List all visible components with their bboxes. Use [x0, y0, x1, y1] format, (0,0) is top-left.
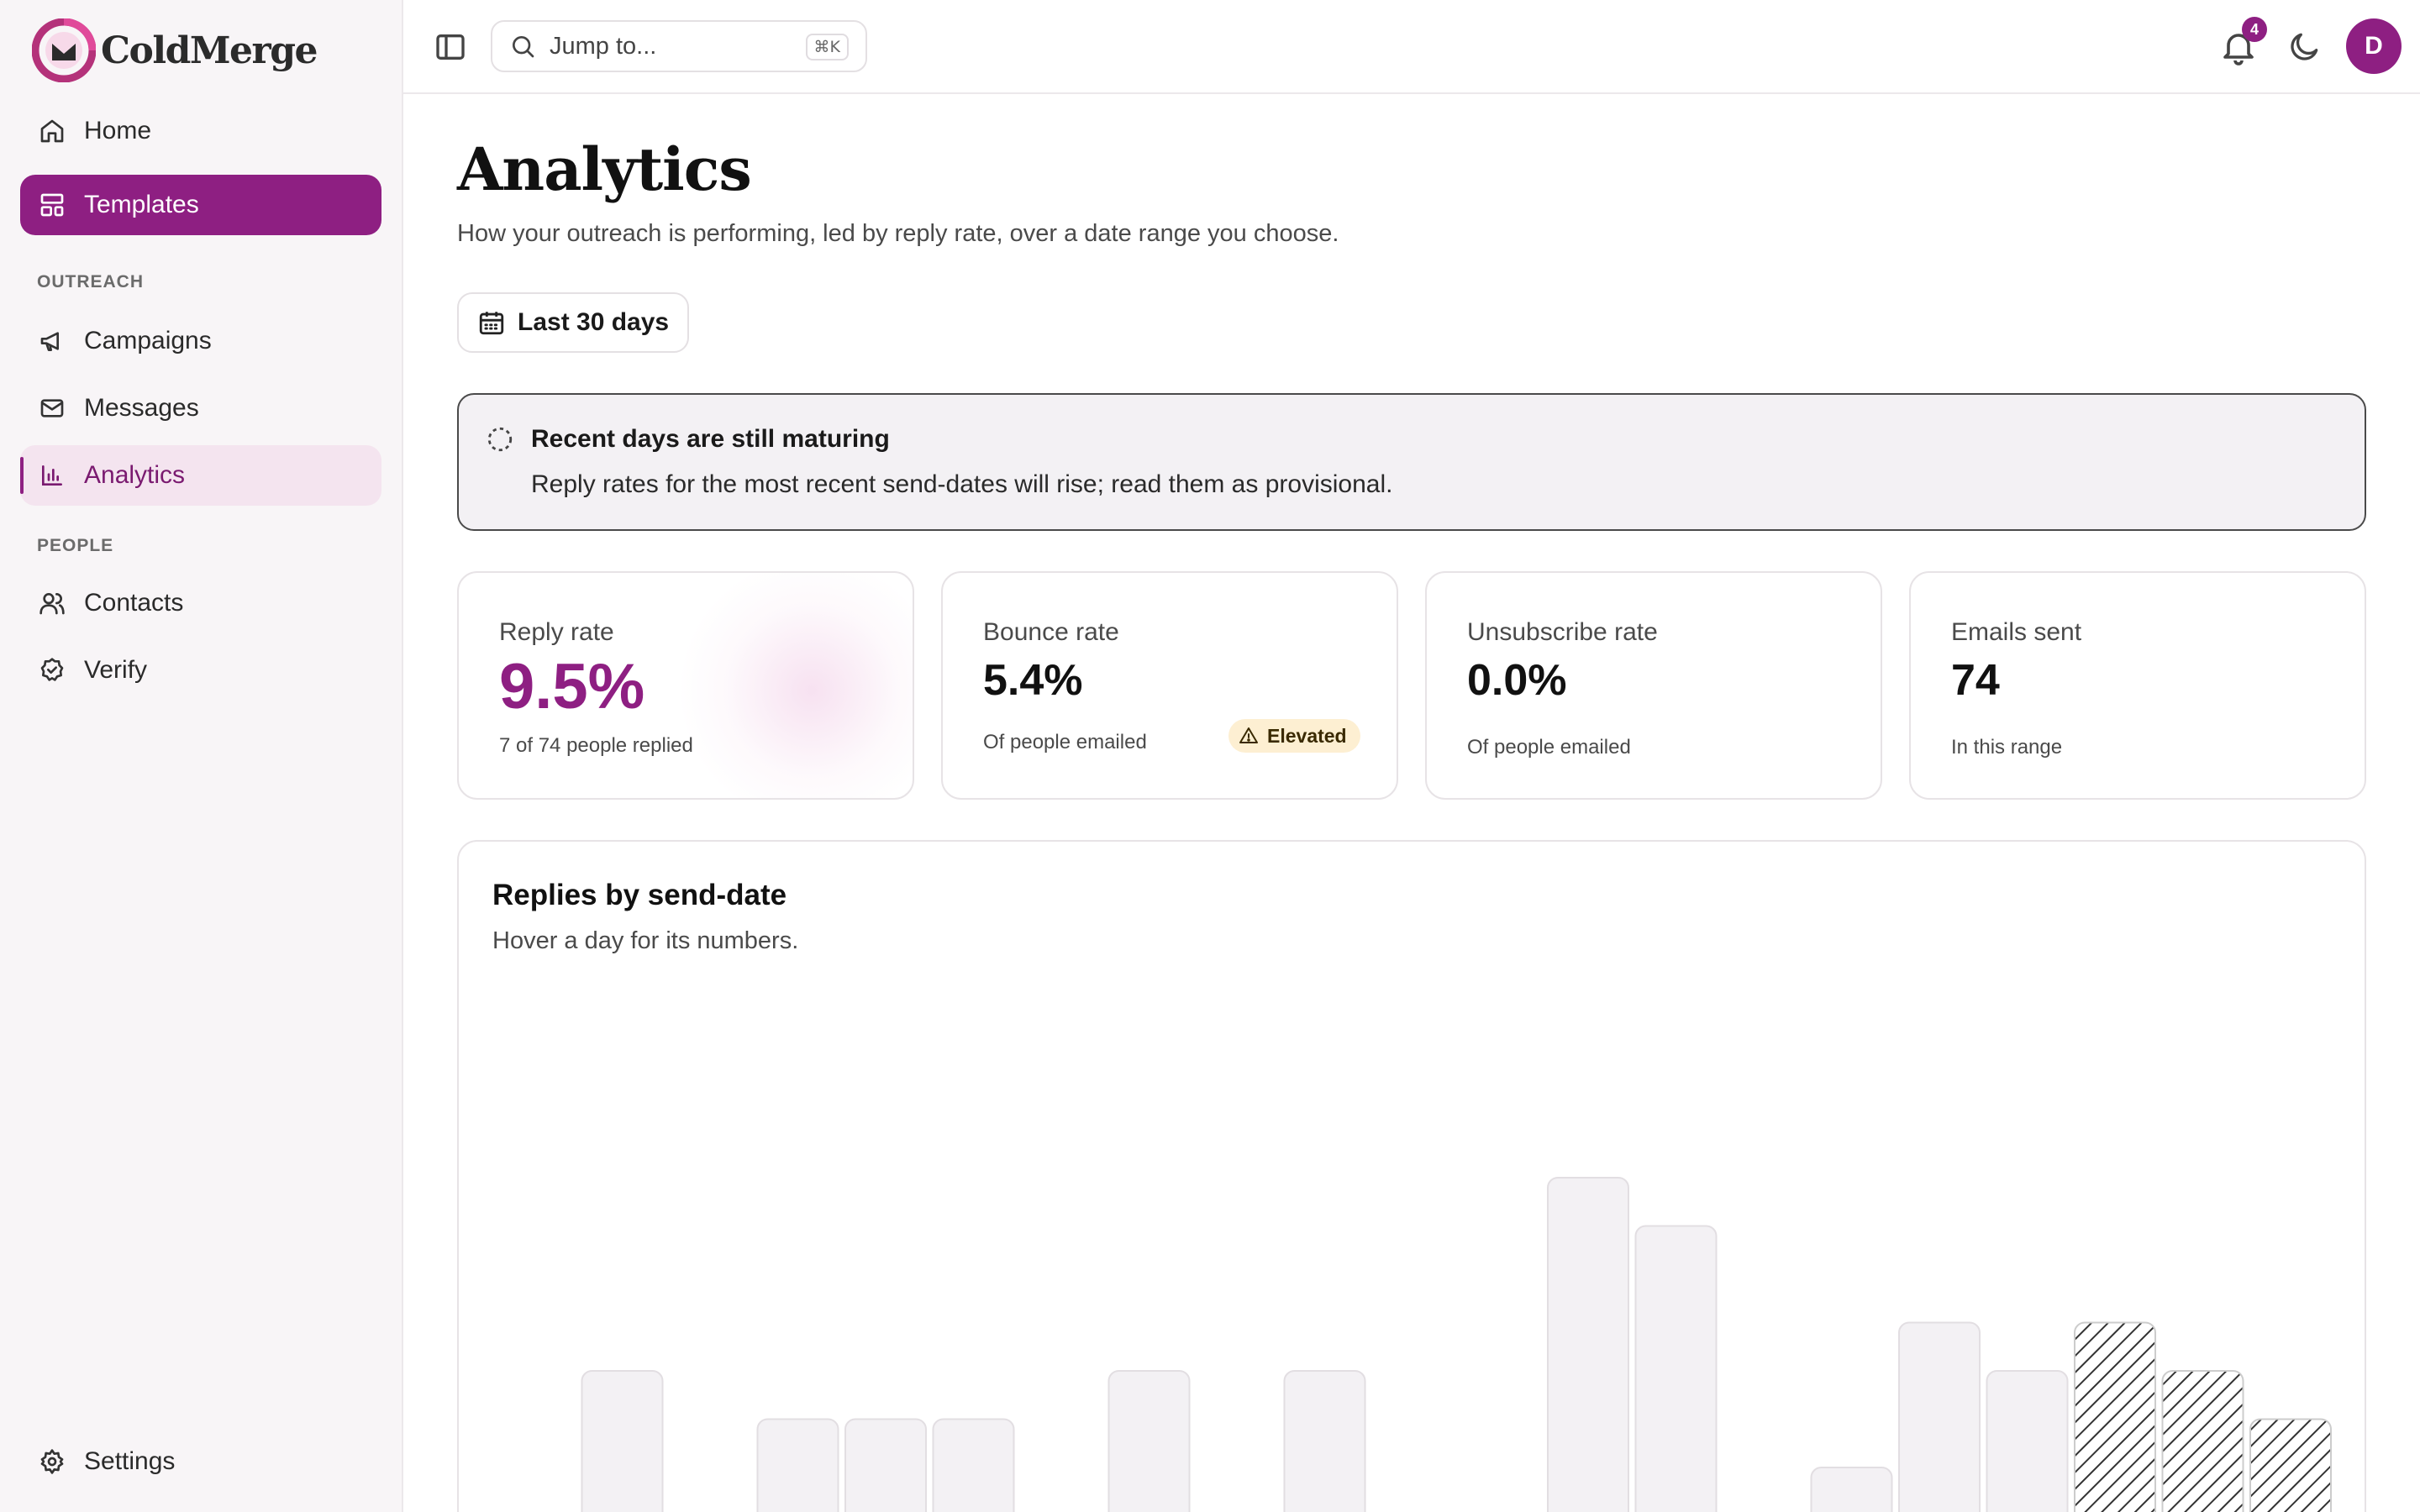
- notice-text: Reply rates for the most recent send-dat…: [531, 470, 1393, 498]
- metric-label: Reply rate: [499, 618, 614, 646]
- sidebar-item-label: Templates: [84, 191, 199, 218]
- chart-bar-total[interactable]: [2249, 1418, 2332, 1512]
- reply-rate-card: Reply rate 9.5% 7 of 74 people replied: [457, 571, 914, 800]
- sidebar-item-label: Campaigns: [84, 327, 212, 354]
- layout-template-icon: [37, 190, 67, 220]
- date-range-button[interactable]: Last 30 days: [457, 292, 690, 353]
- metric-note: Of people emailed: [1467, 736, 1631, 759]
- chart-bar-total[interactable]: [1986, 1370, 2069, 1512]
- chart-bar-total[interactable]: [1634, 1225, 1718, 1512]
- bar-chart-icon: [37, 460, 67, 491]
- chart-bar-total[interactable]: [1898, 1321, 1981, 1512]
- sidebar-item-label: Verify: [84, 656, 148, 684]
- metric-label: Bounce rate: [983, 618, 1119, 646]
- app-logo[interactable]: ColdMerge: [32, 18, 318, 82]
- home-icon: [37, 116, 67, 146]
- metric-label: Emails sent: [1951, 618, 2082, 646]
- metric-value: 74: [1951, 656, 2000, 705]
- sidebar-item-label: Settings: [84, 1447, 176, 1475]
- chart-bar-total[interactable]: [1810, 1467, 1893, 1512]
- sidebar-item-verify[interactable]: Verify: [20, 640, 381, 701]
- metric-note: In this range: [1951, 736, 2063, 759]
- sidebar-item-contacts[interactable]: Contacts: [20, 573, 381, 633]
- badge-check-icon: [37, 655, 67, 685]
- sidebar-item-label: Contacts: [84, 589, 184, 617]
- replies-bar-chart: [581, 1177, 2332, 1512]
- chart-bar-total[interactable]: [2074, 1321, 2156, 1512]
- sidebar-toggle-icon[interactable]: [434, 30, 467, 64]
- elevated-badge: Elevated: [1228, 719, 1360, 753]
- bell-icon[interactable]: [2218, 27, 2259, 67]
- section-label-people: PEOPLE: [37, 536, 114, 555]
- section-label-outreach: OUTREACH: [37, 272, 144, 291]
- maturing-notice: Recent days are still maturing Reply rat…: [457, 393, 2366, 531]
- sidebar-item-settings[interactable]: Settings: [20, 1431, 381, 1492]
- chart-bar-total[interactable]: [756, 1418, 839, 1512]
- page-title: Analytics: [457, 134, 752, 204]
- chart-bar-total[interactable]: [1283, 1370, 1366, 1512]
- sidebar: ColdMerge Home Templates OUTREACH Campai…: [0, 0, 403, 1512]
- jump-to-search[interactable]: Jump to... ⌘K: [491, 20, 867, 72]
- megaphone-icon: [37, 326, 67, 356]
- search-icon: [513, 36, 534, 58]
- badge-label: Elevated: [1267, 724, 1347, 747]
- warning-triangle-icon: [1239, 727, 1258, 743]
- topbar: Jump to... ⌘K 4 D: [403, 0, 2420, 94]
- calendar-icon: [479, 312, 504, 335]
- sidebar-item-analytics[interactable]: Analytics: [20, 445, 381, 506]
- chart-bar-total[interactable]: [1107, 1370, 1191, 1512]
- emails-sent-card: Emails sent 74 In this range: [1909, 571, 2366, 800]
- sidebar-item-label: Messages: [84, 394, 199, 422]
- card-glow: [677, 573, 913, 798]
- chart-bar-total[interactable]: [2161, 1370, 2244, 1512]
- chart-bar-total[interactable]: [1547, 1177, 1629, 1512]
- metric-value: 5.4%: [983, 656, 1083, 705]
- metric-note: Of people emailed: [983, 731, 1147, 753]
- bounce-rate-card: Bounce rate 5.4% Of people emailed Eleva…: [941, 571, 1398, 800]
- metric-value: 0.0%: [1467, 656, 1567, 705]
- chart-bar-total[interactable]: [844, 1418, 927, 1512]
- sidebar-item-label: Analytics: [84, 461, 186, 489]
- sidebar-item-home[interactable]: Home: [20, 101, 381, 161]
- metric-label: Unsubscribe rate: [1467, 618, 1658, 646]
- keyboard-shortcut: ⌘K: [805, 34, 849, 60]
- sidebar-item-messages[interactable]: Messages: [20, 378, 381, 438]
- search-placeholder: Jump to...: [550, 32, 657, 60]
- notice-title: Recent days are still maturing: [531, 425, 890, 453]
- sidebar-item-templates[interactable]: Templates: [20, 175, 381, 235]
- chart-subtitle: Hover a day for its numbers.: [492, 927, 799, 954]
- chart-title: Replies by send-date: [492, 879, 787, 911]
- chart-bar-total[interactable]: [581, 1370, 664, 1512]
- replies-chart-card: Replies by send-date Hover a day for its…: [457, 840, 2366, 1512]
- users-icon: [37, 588, 67, 618]
- sidebar-item-label: Home: [84, 117, 152, 144]
- page-subtitle: How your outreach is performing, led by …: [457, 220, 1339, 247]
- gear-icon: [37, 1446, 67, 1477]
- metric-note: 7 of 74 people replied: [499, 734, 693, 757]
- chart-bar-total[interactable]: [932, 1418, 1015, 1512]
- coldmerge-logo-icon: [32, 18, 96, 82]
- user-avatar[interactable]: D: [2346, 18, 2402, 74]
- mail-icon: [37, 393, 67, 423]
- sidebar-item-campaigns[interactable]: Campaigns: [20, 311, 381, 371]
- date-range-label: Last 30 days: [518, 308, 670, 336]
- moon-icon[interactable]: [2286, 29, 2323, 66]
- notification-badge: 4: [2242, 17, 2267, 42]
- loader-icon: [487, 427, 513, 452]
- metric-value: 9.5%: [499, 651, 645, 722]
- app-name: ColdMerge: [101, 29, 318, 72]
- unsubscribe-rate-card: Unsubscribe rate 0.0% Of people emailed: [1425, 571, 1882, 800]
